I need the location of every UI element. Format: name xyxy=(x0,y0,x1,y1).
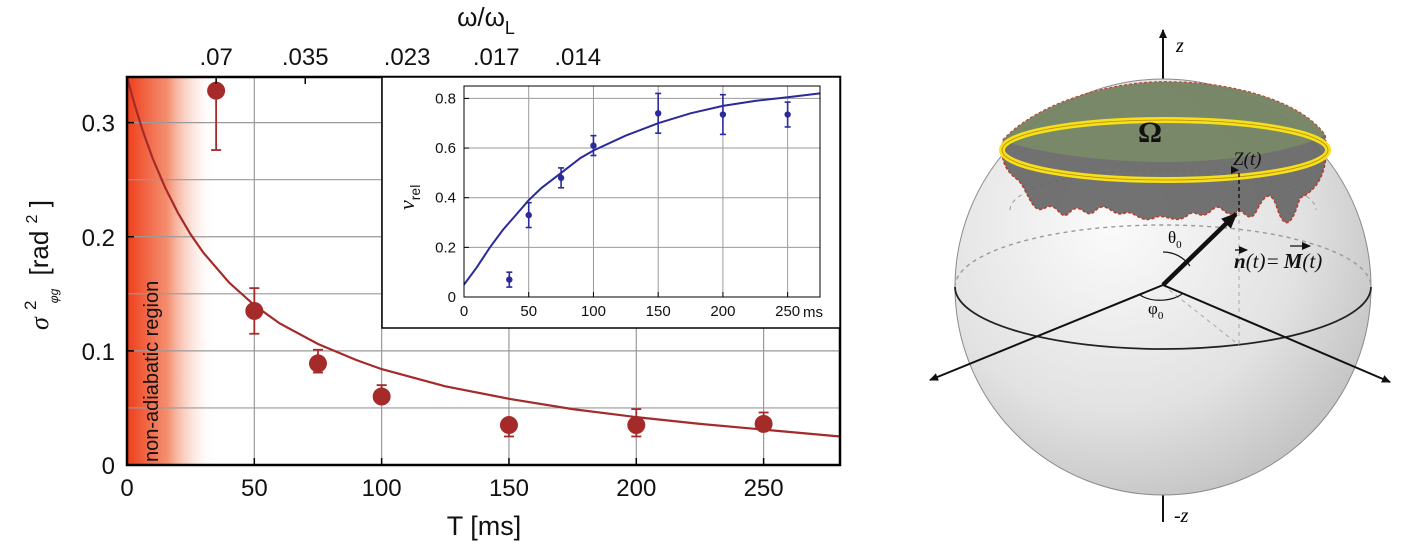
inset-data-point xyxy=(506,276,513,283)
inset-y-tick-label: 0.6 xyxy=(435,140,456,157)
inset-data-point xyxy=(525,211,532,219)
inset-ticks: 0 50 100 150 200 250 0 0.2 0.4 0.6 0.8 xyxy=(435,90,800,320)
inset-x-tick-label: 0 xyxy=(460,303,468,320)
x-tick-label: 0 xyxy=(120,475,133,502)
data-point xyxy=(245,301,264,320)
y-tick-label: 0.2 xyxy=(82,225,115,252)
inset-data-point xyxy=(654,110,662,117)
data-point xyxy=(754,414,773,433)
y-tick-label: 0.3 xyxy=(82,111,115,138)
equator-front xyxy=(954,286,1372,350)
inset-data-points xyxy=(506,92,791,288)
main-fit-curve xyxy=(125,76,841,438)
inset-data-point xyxy=(557,174,565,182)
top-tick-label: .014 xyxy=(554,44,601,71)
y-label-unit-prefix: [rad xyxy=(24,231,54,276)
inset-ylabel-nu: ν xyxy=(394,200,419,210)
x-tick-label: 250 xyxy=(744,475,784,502)
M-arg-label: (t) xyxy=(1302,249,1322,273)
data-point xyxy=(372,387,391,406)
y-label-unit-suffix: ] xyxy=(24,200,54,207)
y-tick-label: 0 xyxy=(102,453,115,480)
x-axis-label: T [ms] xyxy=(447,511,522,541)
M-vec-label: M xyxy=(1283,249,1304,273)
y-axis-label: σ 2 φg [rad 2 ] xyxy=(12,200,64,330)
inset-x-tick-label: 100 xyxy=(581,303,606,320)
x-tick-label: 200 xyxy=(616,475,656,502)
non-adiabatic-region-label: non-adiabatic region xyxy=(141,281,163,462)
inset-background xyxy=(381,76,841,329)
Z-t-label: Z(t) xyxy=(1233,149,1262,170)
top-tick-label: .017 xyxy=(473,44,520,71)
data-point xyxy=(207,81,226,100)
inset-x-tick-label: 250 xyxy=(775,303,800,320)
inset-y-axis-label: νrel xyxy=(394,185,423,210)
data-point xyxy=(499,416,518,435)
theta-label: θ0 xyxy=(1168,228,1182,251)
data-point xyxy=(308,354,327,373)
top-axis-label-main: ω/ω xyxy=(457,2,505,32)
svg-text:σ 2 φg: σ 2 φg [rad 2 ] xyxy=(12,200,64,330)
theta-sub: 0 xyxy=(1176,239,1182,251)
omega-label: Ω xyxy=(1138,116,1162,149)
y-axis-arrow xyxy=(1162,284,1391,383)
top-axis-label: ω/ωL xyxy=(457,2,515,38)
theta-sym: θ xyxy=(1168,228,1176,247)
z-top-label: z xyxy=(1175,35,1184,57)
main-data-points xyxy=(207,81,773,438)
n-equals-M-label: n(t)= M(t) xyxy=(1234,249,1322,273)
n-arg-label: (t)= xyxy=(1246,249,1280,273)
inset-y-tick-label: 0.4 xyxy=(435,190,456,207)
phi-sub: 0 xyxy=(1158,310,1164,322)
main-ticks: 0 50 100 150 200 250 0 0.1 0.2 0.3 .07 .035 .023 .017… xyxy=(82,44,784,502)
y-label-sub: φg xyxy=(47,288,61,303)
inset-data-point xyxy=(784,111,791,118)
x-tick-label: 150 xyxy=(489,475,529,502)
x-axis-arrow xyxy=(929,284,1164,381)
ring-outline xyxy=(1001,119,1329,181)
inset-ylabel-sub: rel xyxy=(407,185,423,201)
phi-sym: φ xyxy=(1148,299,1158,318)
phi-arc xyxy=(1139,292,1184,301)
top-tick-label: .023 xyxy=(384,44,431,71)
proj-guide xyxy=(1162,284,1240,346)
y-label-unit-sup: 2 xyxy=(24,214,41,223)
theta-arc xyxy=(1162,251,1191,267)
inset-x-tick-label: 150 xyxy=(646,303,671,320)
inset-x-tick-label: 50 xyxy=(520,303,537,320)
inset-data-point xyxy=(719,111,727,118)
n-vector-arrow xyxy=(1161,212,1238,287)
equator-back xyxy=(954,224,1372,288)
x-tick-label: 50 xyxy=(241,475,268,502)
x-tick-label: 100 xyxy=(362,475,402,502)
y-label-sigma: σ xyxy=(25,316,54,330)
inset-plot-frame xyxy=(463,85,821,298)
bloch-sphere-diagram: z -z Ω Z(t) θ0 φ0 xyxy=(929,29,1391,527)
y-label-sup: 2 xyxy=(21,300,40,309)
data-point xyxy=(627,416,646,435)
inset-y-tick-label: 0.2 xyxy=(435,239,456,256)
inset-chart: 0 50 100 150 200 250 0 0.2 0.4 0.6 0.8 νrel ms xyxy=(381,76,841,329)
inset-fit-curve xyxy=(463,92,821,286)
y-tick-label: 0.1 xyxy=(82,339,115,366)
n-vec-label: n xyxy=(1234,249,1246,273)
inset-y-tick-label: 0 xyxy=(448,289,456,306)
top-axis-label-sub: L xyxy=(505,18,515,38)
non-adiabatic-shaded-region xyxy=(127,77,217,465)
main-chart: non-adiabatic region 0 50 100 150 200 25000.1… xyxy=(12,2,842,541)
top-tick-label: .07 xyxy=(199,44,232,71)
z-bottom-label: -z xyxy=(1174,505,1189,527)
phi-label: φ0 xyxy=(1148,299,1164,322)
inset-y-tick-label: 0.8 xyxy=(435,90,456,107)
inset-data-point xyxy=(590,142,597,149)
top-tick-label: .035 xyxy=(282,44,329,71)
inset-x-tick-label: 200 xyxy=(710,303,735,320)
inset-x-unit: ms xyxy=(803,304,823,321)
